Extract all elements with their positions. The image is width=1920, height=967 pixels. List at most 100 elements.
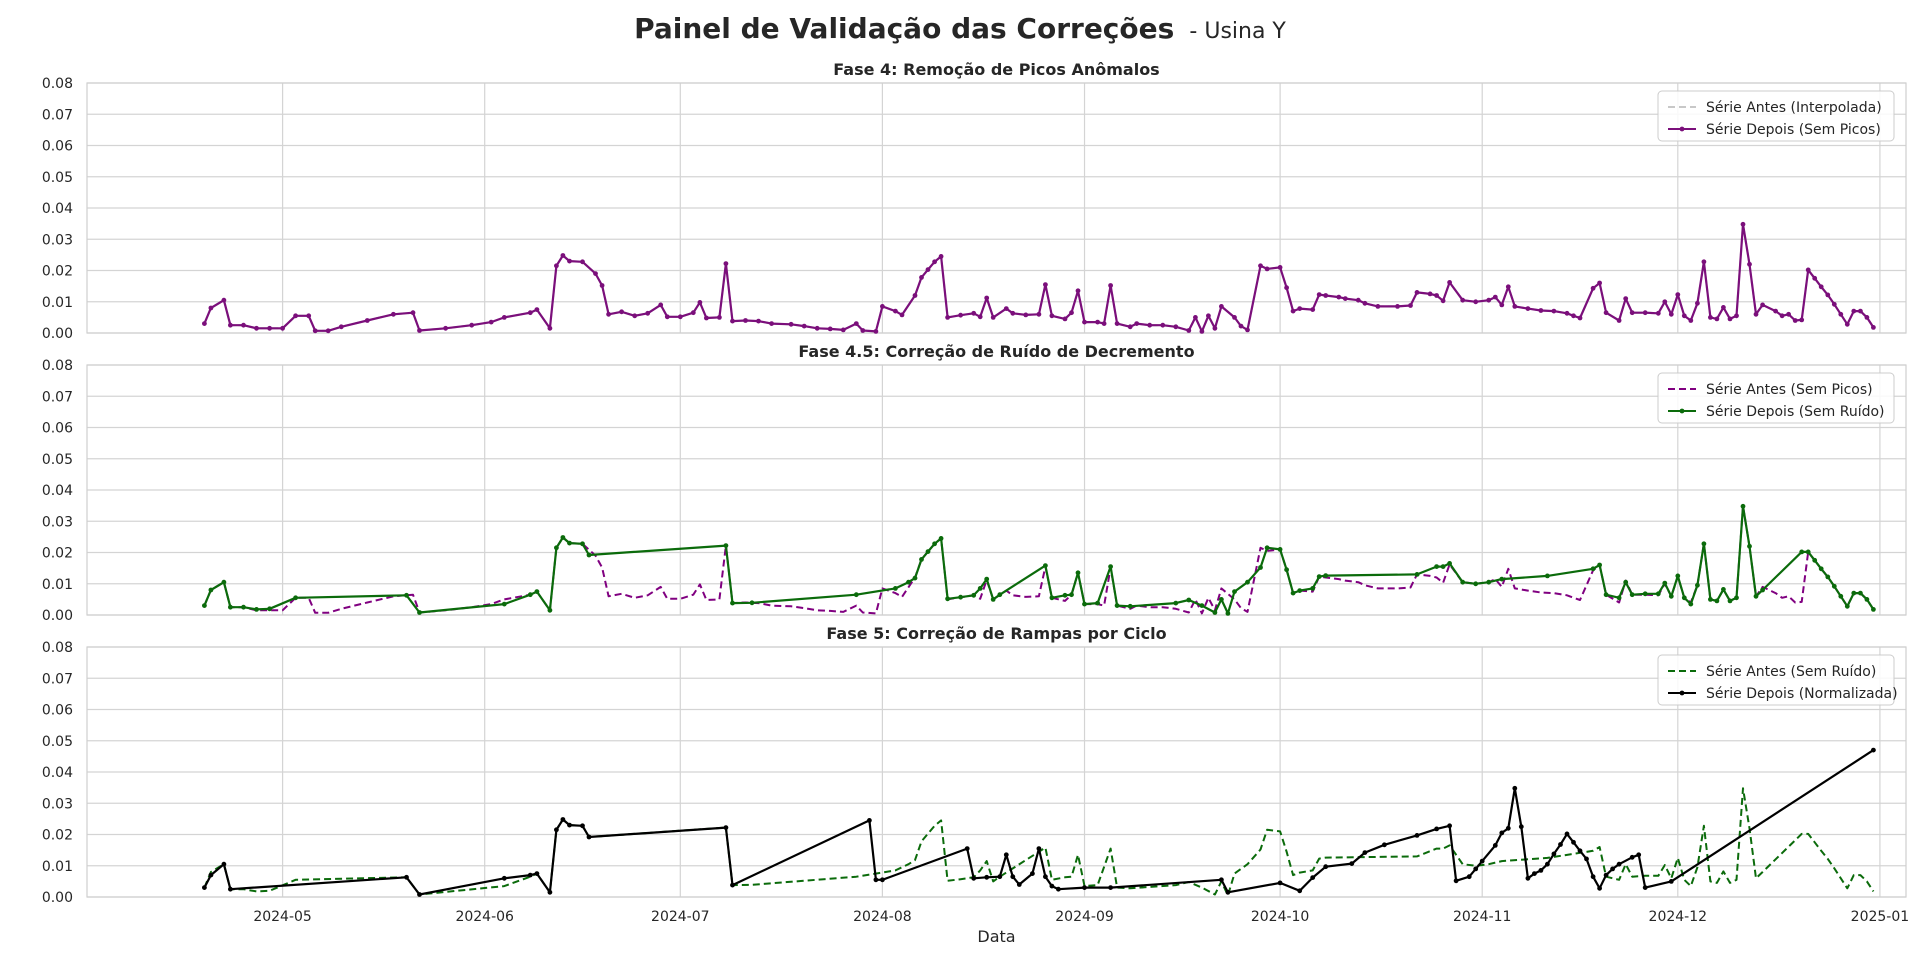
data-point: [417, 328, 422, 333]
data-point: [1590, 874, 1596, 880]
data-point: [1603, 310, 1609, 316]
data-point: [1681, 313, 1687, 319]
data-point: [1010, 874, 1016, 880]
x-tick-label: 2025-01: [1851, 909, 1910, 925]
data-point: [906, 579, 911, 585]
data-point: [1160, 322, 1166, 328]
data-point: [873, 877, 879, 883]
data-point: [1355, 297, 1361, 303]
data-point: [1297, 888, 1303, 894]
x-axis-label: Data: [977, 927, 1015, 946]
data-point: [501, 315, 507, 320]
data-point: [899, 312, 905, 318]
data-point: [567, 540, 572, 546]
data-point: [704, 315, 709, 321]
data-point: [964, 846, 970, 851]
data-point: [945, 315, 950, 320]
y-tick-label: 0.05: [42, 170, 73, 186]
data-point: [743, 318, 748, 323]
data-point: [1010, 310, 1016, 316]
data-point: [560, 817, 566, 822]
data-point: [632, 313, 638, 319]
data-point: [1003, 852, 1009, 858]
x-tick-label: 2024-10: [1251, 909, 1310, 925]
data-point: [1642, 591, 1648, 597]
data-point: [971, 310, 977, 316]
plot-frame: [86, 364, 1907, 616]
data-point: [1173, 324, 1179, 330]
data-point: [717, 315, 722, 320]
data-point: [1238, 323, 1244, 329]
data-point: [1642, 310, 1648, 316]
data-point: [925, 267, 931, 272]
data-point: [730, 318, 735, 324]
data-point: [208, 587, 214, 593]
data-point: [580, 259, 585, 265]
data-point: [1838, 593, 1844, 599]
data-point: [1571, 313, 1576, 319]
data-point: [1049, 313, 1055, 319]
data-point: [658, 302, 664, 308]
data-point: [221, 861, 227, 867]
data-point: [391, 311, 396, 317]
data-point: [880, 877, 885, 883]
data-point: [1688, 601, 1694, 607]
y-tick-label: 0.02: [42, 546, 73, 562]
data-point: [1805, 549, 1811, 555]
data-point: [1023, 312, 1029, 318]
data-point: [1342, 296, 1348, 301]
data-point: [560, 535, 566, 540]
data-point: [1473, 581, 1479, 587]
legend-box: [1657, 372, 1895, 424]
data-point: [912, 293, 918, 298]
data-point: [534, 871, 540, 876]
data-point: [1232, 315, 1237, 320]
data-point: [586, 552, 592, 558]
data-point: [202, 885, 207, 890]
data-point: [410, 310, 416, 316]
data-point: [749, 600, 755, 606]
data-point: [1069, 592, 1074, 598]
legend-box: [1657, 90, 1895, 142]
data-point: [1245, 579, 1250, 585]
data-point: [1538, 868, 1544, 873]
x-tick-label: 2024-11: [1453, 909, 1512, 925]
data-point: [1825, 292, 1831, 298]
data-point: [1499, 576, 1505, 582]
data-point: [938, 536, 944, 541]
data-point: [1056, 886, 1061, 892]
data-point: [1629, 310, 1635, 316]
data-point: [788, 321, 794, 327]
data-point: [1323, 573, 1329, 578]
data-point: [756, 318, 761, 324]
data-point: [971, 875, 977, 881]
chart-panel-1: 0.00 0.01 0.02 0.03 0.04 0.05 0.06 0.07 0.08 Fase…: [42, 60, 1907, 342]
data-point: [932, 541, 937, 547]
data-point: [1695, 300, 1700, 306]
y-tick-label: 0.03: [42, 514, 73, 530]
data-point: [1258, 263, 1263, 269]
data-point: [241, 322, 246, 328]
data-point: [1577, 315, 1583, 321]
data-point: [1082, 319, 1087, 325]
data-point: [1558, 842, 1563, 847]
data-point: [919, 557, 924, 562]
data-point: [501, 601, 507, 607]
data-point: [1623, 579, 1629, 585]
data-point: [221, 579, 227, 585]
data-point: [1603, 872, 1609, 878]
y-tick-label: 0.04: [42, 201, 73, 217]
data-point: [1408, 303, 1413, 308]
data-point: [1734, 313, 1739, 319]
data-point: [1753, 593, 1759, 599]
data-point: [202, 321, 207, 326]
legend: Série Antes (Sem Picos) Série Depois (Sem…: [1657, 372, 1895, 424]
series-markers-2: [202, 503, 1876, 616]
data-point: [873, 329, 879, 334]
data-point: [853, 321, 859, 326]
data-point: [1434, 564, 1439, 569]
data-point: [293, 595, 298, 601]
data-point: [730, 882, 735, 888]
data-point: [221, 297, 227, 303]
data-point: [1655, 591, 1661, 597]
